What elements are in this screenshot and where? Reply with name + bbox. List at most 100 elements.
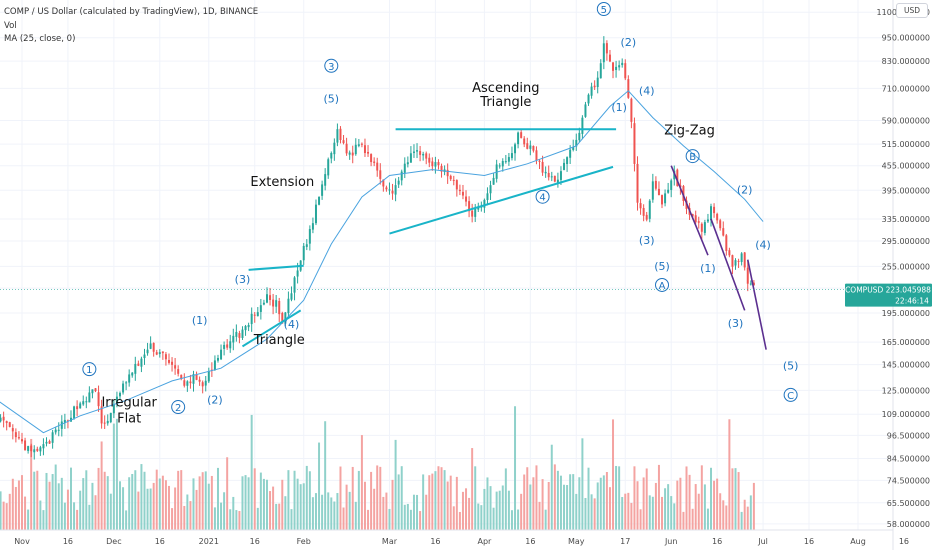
volume-bar — [673, 503, 676, 530]
x-tick-label: Mar — [382, 537, 398, 546]
candle-body — [569, 149, 572, 158]
volume-bar — [5, 503, 8, 530]
price-scale-background[interactable] — [893, 0, 932, 550]
candle-body — [504, 161, 507, 163]
volume-bar — [734, 468, 737, 530]
volume-bar — [210, 475, 213, 530]
candle-body — [446, 169, 449, 177]
volume-bar — [186, 494, 189, 530]
volume-bar — [167, 485, 170, 530]
volume-bar — [204, 471, 207, 530]
y-tick-label: 165.000000 — [882, 338, 930, 347]
candle-body — [281, 312, 284, 324]
volume-bar — [140, 464, 143, 530]
volume-bar — [731, 468, 734, 530]
wave-label: (3) — [235, 273, 251, 286]
candle-body — [483, 199, 486, 208]
volume-bar — [648, 495, 651, 530]
pattern-annotation: Ascending — [472, 81, 539, 96]
candle-body — [85, 401, 88, 403]
volume-bar — [639, 509, 642, 530]
wave-projection-line — [670, 165, 709, 256]
candle-body — [602, 43, 605, 63]
volume-bar — [198, 476, 201, 530]
candle-body — [324, 174, 327, 186]
volume-bar — [244, 475, 247, 530]
volume-bar — [342, 507, 345, 530]
wave-label: (2) — [737, 183, 753, 196]
volume-bar — [8, 493, 11, 530]
wave-circle — [596, 1, 611, 16]
candle-body — [321, 184, 324, 196]
candle-body — [731, 255, 734, 267]
candle-body — [155, 352, 158, 355]
volume-bar — [440, 467, 443, 530]
volume-bar — [563, 484, 566, 530]
candle-body — [510, 153, 513, 159]
volume-bar — [311, 497, 314, 530]
volume-bar — [535, 465, 538, 530]
x-tick-label: Nov — [14, 537, 30, 546]
volume-bar — [749, 495, 752, 530]
volume-bar — [336, 493, 339, 530]
candle-body — [749, 283, 752, 285]
volume-bar — [122, 487, 125, 530]
moving-average — [0, 90, 764, 434]
volume-bar — [624, 493, 627, 530]
candle-body — [615, 66, 618, 71]
volume-bar — [547, 481, 550, 530]
candle-body — [367, 151, 370, 154]
x-tick-label: Apr — [477, 537, 492, 546]
volume-bar — [0, 491, 2, 530]
wave-label: (4) — [284, 318, 300, 331]
candle-body — [2, 416, 5, 421]
volume-bar — [602, 475, 605, 530]
candle-body — [538, 160, 541, 162]
volume-bar — [685, 466, 688, 530]
candle-body — [425, 153, 428, 159]
volume-bar — [403, 504, 406, 530]
volume-bar — [39, 500, 42, 530]
volume-legend[interactable]: Vol — [4, 21, 17, 31]
volume-bar — [324, 421, 327, 530]
drawn-trend-lines — [241, 128, 767, 350]
candle-body — [630, 98, 633, 122]
volume-bar — [76, 509, 79, 530]
volume-bar — [553, 464, 556, 530]
pattern-annotation: Irregular — [101, 395, 157, 410]
y-tick-label: 125.000000 — [882, 386, 930, 395]
candle-body — [171, 361, 174, 365]
candle-body — [296, 270, 299, 277]
ma-legend[interactable]: MA (25, close, 0) — [4, 34, 76, 44]
volume-bar — [164, 480, 167, 530]
currency-badge[interactable]: USD — [896, 3, 928, 18]
candle-body — [743, 252, 746, 268]
symbol-title[interactable]: COMP / US Dollar (calculated by TradingV… — [4, 7, 259, 17]
volume-bar — [379, 466, 382, 530]
volume-bar — [636, 481, 639, 530]
candle-body — [48, 441, 51, 444]
candle-body — [547, 172, 550, 178]
volume-bar — [688, 474, 691, 530]
candle-body — [654, 180, 657, 189]
volume-bar — [250, 414, 253, 530]
candle-body — [526, 143, 529, 149]
volume-bar — [27, 509, 30, 530]
candle-body — [465, 196, 468, 202]
volume-bar — [82, 478, 85, 530]
last-price-box — [845, 283, 932, 307]
x-tick-label: 16 — [525, 537, 535, 546]
candle-body — [112, 403, 115, 414]
x-tick-label: May — [568, 537, 585, 546]
y-tick-label: 830.000000 — [882, 57, 930, 66]
volume-bar — [348, 491, 351, 530]
volume-bar — [654, 482, 657, 530]
candle-body — [581, 117, 584, 134]
volume-bar — [480, 505, 483, 530]
volume-bar — [419, 511, 422, 530]
candle-body — [746, 267, 749, 284]
candle-body — [177, 369, 180, 374]
candle-body — [318, 196, 321, 205]
volume-bar — [670, 496, 673, 530]
